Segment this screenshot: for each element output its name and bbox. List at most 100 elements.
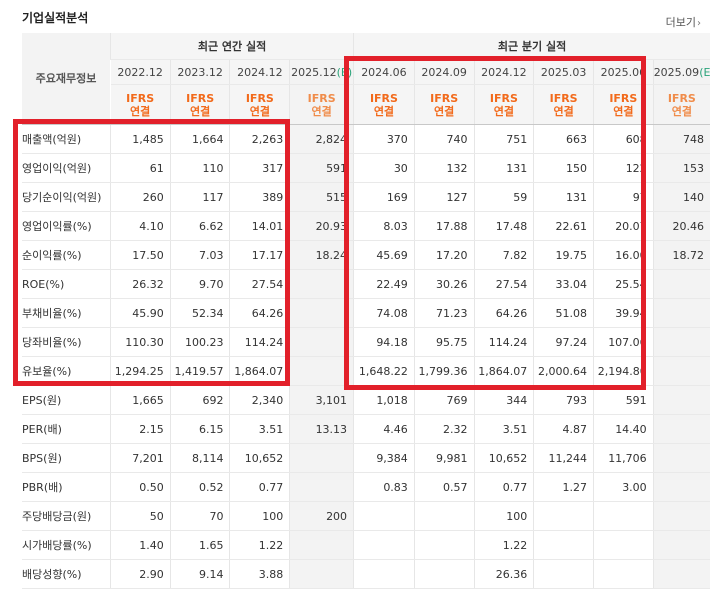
table-cell: 30 [353, 153, 415, 183]
table-cell: 591 [289, 153, 354, 183]
table-cell: 344 [473, 385, 534, 415]
table-cell: 389 [229, 182, 290, 212]
ifrs-header: IFRS 연결 [473, 84, 534, 125]
row-label: 영업이익(억원) [22, 153, 111, 183]
table-cell: 150 [533, 153, 594, 183]
table-cell: 97 [592, 182, 654, 212]
chevron-right-icon: › [697, 18, 701, 29]
table-cell: 97.24 [533, 327, 594, 357]
table-cell: 50 [110, 501, 171, 531]
table-cell: 14.40 [592, 414, 654, 444]
row-label: ROE(%) [22, 269, 111, 299]
table-cell [592, 559, 654, 589]
table-cell: 1,664 [169, 124, 230, 154]
period-label: 2025.06 [600, 65, 647, 79]
table-cell [413, 530, 475, 560]
table-row: 당기순이익(억원) 260 117 389 515 169 127 59 131 97 140 [22, 182, 710, 212]
table-cell: 2.15 [110, 414, 171, 444]
table-cell: 2,824 [289, 124, 354, 154]
consolidated-label: 연결 [434, 104, 455, 118]
consolidated-label: 연결 [493, 104, 515, 118]
row-label: 유보율(%) [22, 356, 111, 386]
group-header-quarter: 최근 분기 실적 [353, 33, 710, 60]
table-cell [289, 356, 354, 386]
table-cell: 0.83 [353, 472, 415, 502]
table-cell [289, 472, 354, 502]
row-label: 당좌비율(%) [22, 327, 111, 357]
corner-header: 주요재무정보 [22, 33, 111, 125]
table-row: 영업이익률(%) 4.10 6.62 14.01 20.93 8.03 17.88 17.48… [22, 211, 710, 241]
table-cell: 100 [473, 501, 534, 531]
period-header: 2025.12(E) [289, 59, 354, 85]
table-cell: 2,000.64 [533, 356, 594, 386]
period-label: 2024.12 [237, 65, 283, 79]
table-row: BPS(원) 7,201 8,114 10,652 9,384 9,981 10,652 11… [22, 443, 710, 473]
table-cell: 22.49 [353, 269, 415, 299]
table-cell: 3,101 [289, 385, 354, 415]
table-cell: 2,263 [229, 124, 290, 154]
table-cell: 39.94 [592, 298, 654, 328]
row-label: 당기순이익(억원) [22, 182, 111, 212]
row-label: 시가배당률(%) [22, 530, 111, 560]
table-cell: 8.03 [353, 211, 415, 241]
table-cell: 11,706 [592, 443, 654, 473]
table-cell [592, 501, 654, 531]
table-cell: 17.50 [110, 240, 171, 270]
table-cell: 370 [353, 124, 415, 154]
period-label: 2022.12 [117, 65, 163, 79]
table-row: 시가배당률(%) 1.40 1.65 1.22 1.22 [22, 530, 710, 560]
table-cell: 153 [652, 153, 710, 183]
ifrs-header: IFRS 연결 [413, 84, 475, 125]
table-cell: 1,419.57 [169, 356, 230, 386]
period-label: 2024.06 [361, 65, 407, 79]
table-cell: 10,652 [229, 443, 290, 473]
table-cell: 71.23 [413, 298, 475, 328]
table-cell: 1,018 [353, 385, 415, 415]
consolidated-label: 연결 [249, 104, 270, 118]
table-cell: 591 [592, 385, 654, 415]
table-cell: 100 [229, 501, 290, 531]
table-cell: 2.90 [110, 559, 171, 589]
consolidated-label: 연결 [373, 104, 395, 118]
table-cell: 107.06 [592, 327, 654, 357]
group-header-annual: 최근 연간 실적 [110, 33, 354, 60]
ifrs-label: IFRS [186, 91, 215, 105]
period-header: 2025.09(E) [652, 59, 710, 85]
table-cell: 751 [473, 124, 534, 154]
table-cell: 45.69 [353, 240, 415, 270]
table-cell: 748 [652, 124, 710, 154]
table-cell: 9.70 [169, 269, 230, 299]
table-cell: 132 [413, 153, 475, 183]
table-cell [652, 443, 710, 473]
ifrs-header: IFRS 연결 [289, 84, 354, 125]
table-row: 순이익률(%) 17.50 7.03 17.17 18.24 45.69 17.20 7.82… [22, 240, 710, 270]
table-row: 배당성향(%) 2.90 9.14 3.88 26.36 [22, 559, 710, 589]
table-cell: 14.01 [229, 211, 290, 241]
table-cell: 114.24 [473, 327, 534, 357]
section-title: 기업실적분석 [22, 11, 89, 25]
table-cell: 110.30 [110, 327, 171, 357]
table-cell [413, 559, 475, 589]
ifrs-label: IFRS [126, 91, 155, 105]
table-cell [289, 443, 354, 473]
ifrs-header: IFRS 연결 [533, 84, 594, 125]
consolidated-label: 연결 [190, 104, 211, 118]
period-header: 2024.06 [353, 59, 415, 85]
consolidated-label: 연결 [553, 104, 574, 118]
table-cell: 17.48 [473, 211, 534, 241]
table-cell: 7,201 [110, 443, 171, 473]
table-cell [652, 559, 710, 589]
table-row: 영업이익(억원) 61 110 317 591 30 132 131 150 122 153 [22, 153, 710, 183]
table-row: 주당배당금(원) 50 70 100 200 100 [22, 501, 710, 531]
table-cell: 7.82 [473, 240, 534, 270]
table-cell: 25.54 [592, 269, 654, 299]
table-cell [652, 501, 710, 531]
table-cell: 3.51 [229, 414, 290, 444]
table-cell: 1.40 [110, 530, 171, 560]
table-cell: 64.26 [473, 298, 534, 328]
row-label: PBR(배) [22, 472, 111, 502]
table-cell: 8,114 [169, 443, 230, 473]
period-label: 2025.12 [291, 65, 337, 79]
more-link[interactable]: 더보기› [666, 14, 701, 30]
table-cell: 64.26 [229, 298, 290, 328]
